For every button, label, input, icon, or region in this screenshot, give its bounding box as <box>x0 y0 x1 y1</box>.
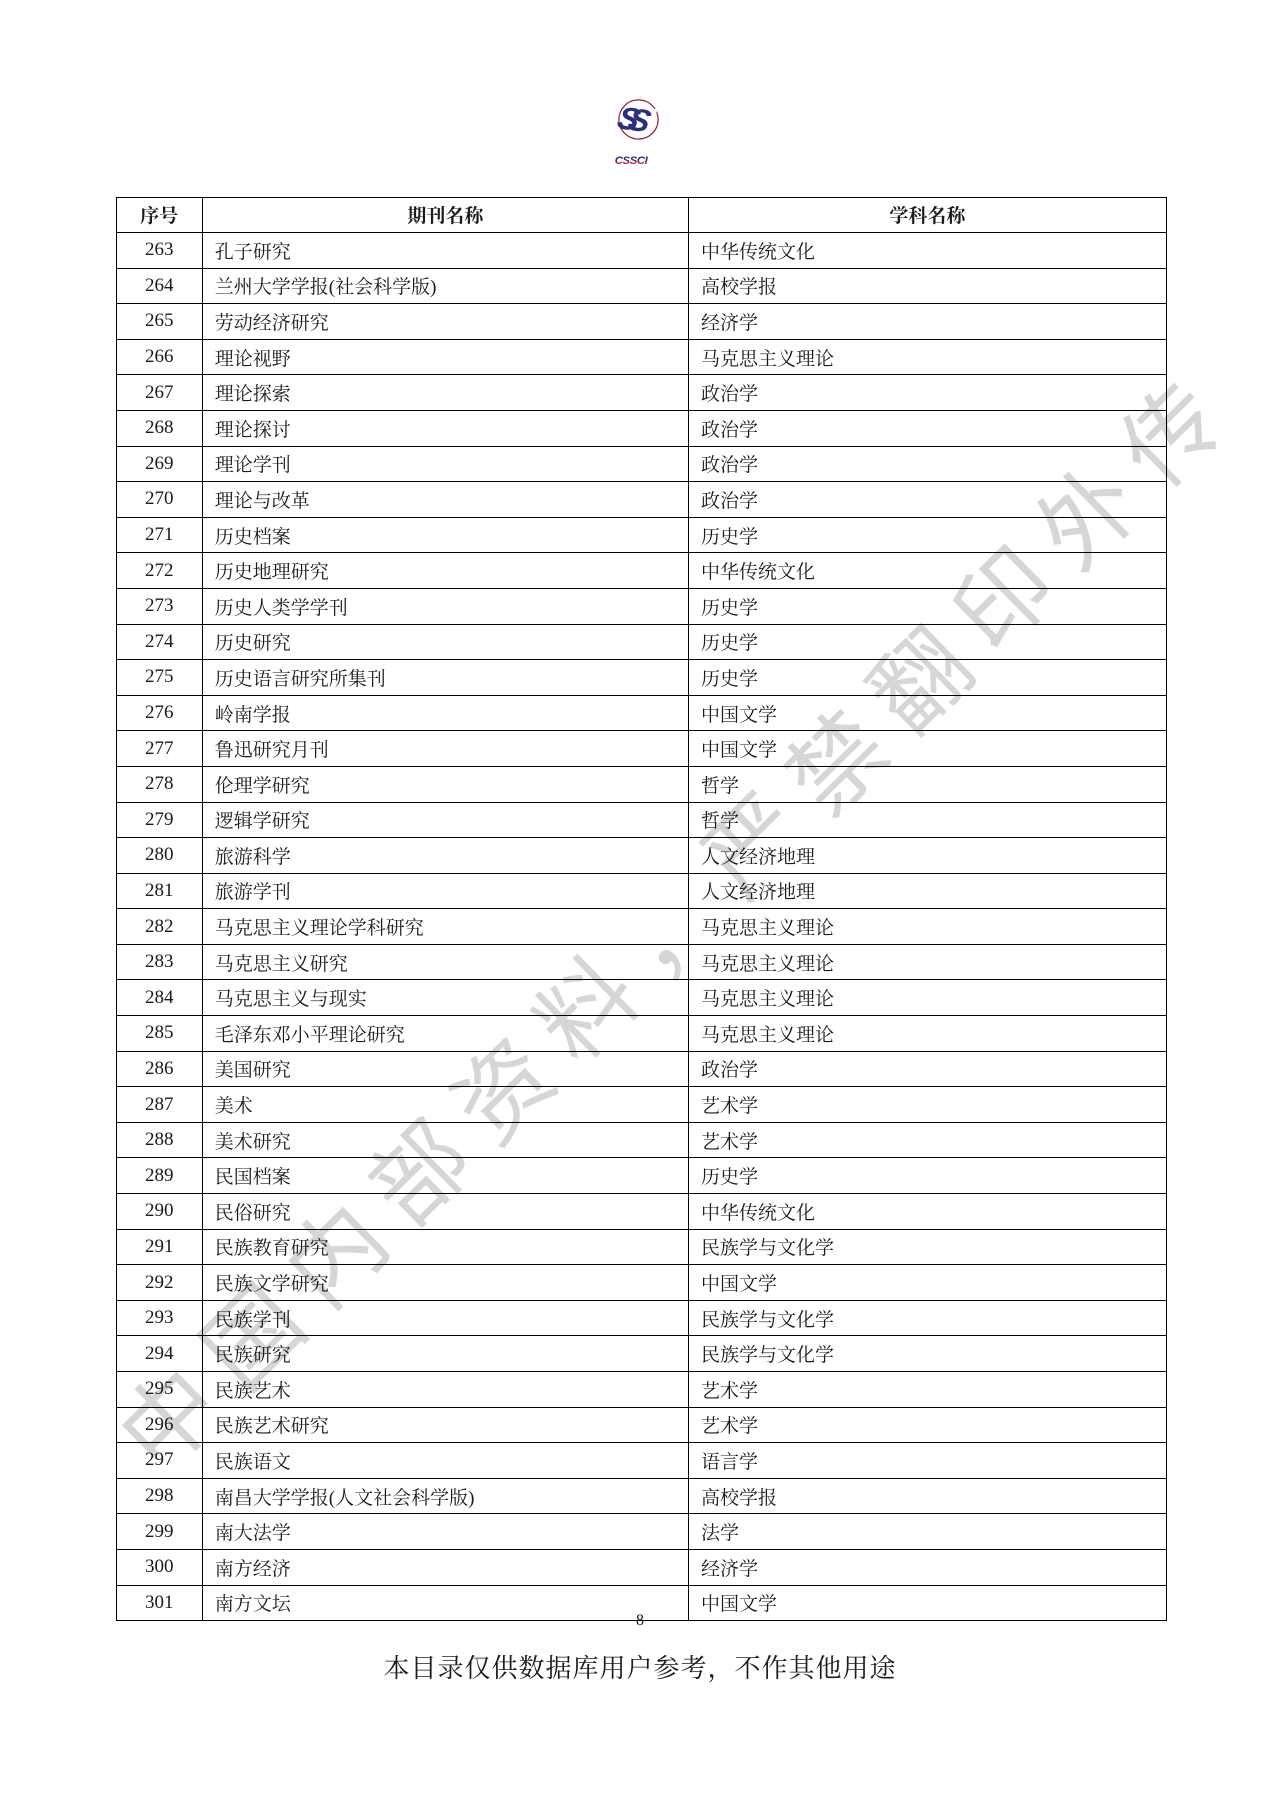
svg-text:CSSCI: CSSCI <box>615 155 649 167</box>
